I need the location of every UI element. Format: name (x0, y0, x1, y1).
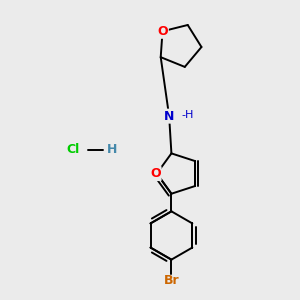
Text: O: O (157, 25, 168, 38)
Text: Cl: Cl (67, 143, 80, 157)
Text: N: N (164, 110, 174, 123)
Text: H: H (106, 143, 117, 157)
Text: O: O (150, 167, 160, 180)
Text: -H: -H (182, 110, 194, 120)
Text: Br: Br (164, 274, 179, 287)
